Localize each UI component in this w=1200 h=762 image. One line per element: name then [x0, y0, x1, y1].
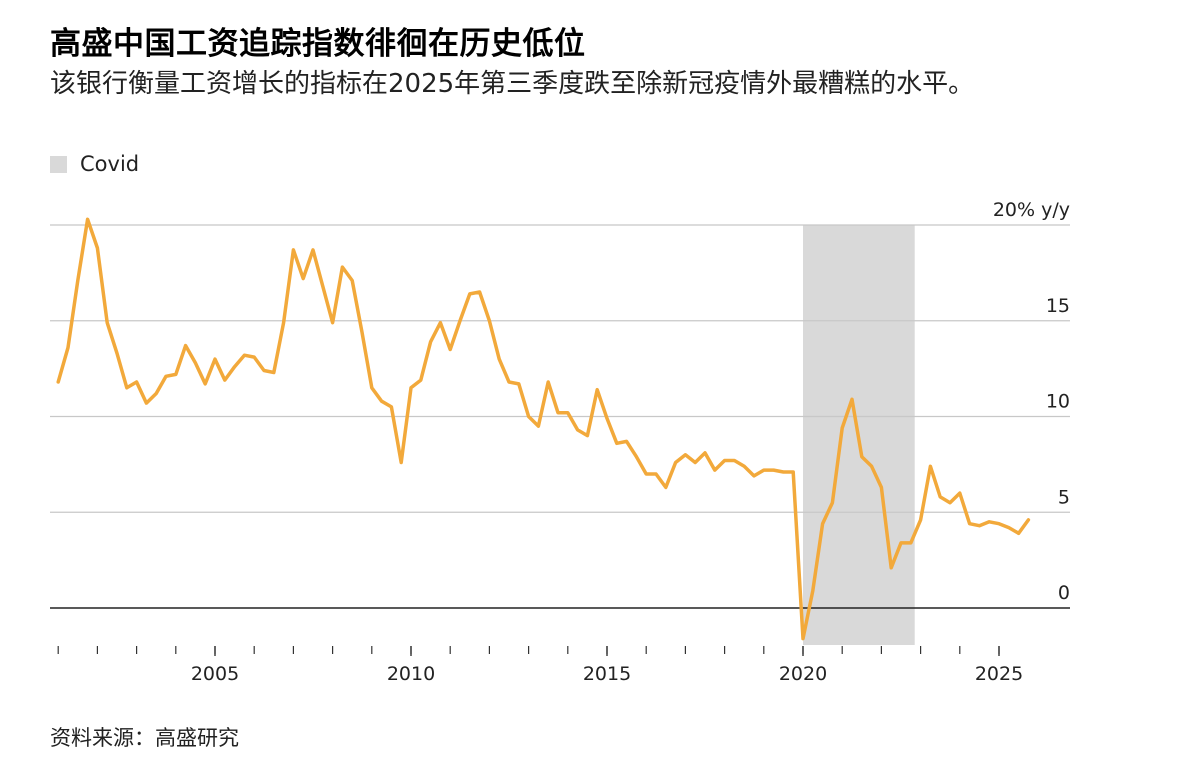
legend-label-covid: Covid: [80, 152, 140, 176]
y-tick-label: 15: [1046, 295, 1070, 317]
x-tick-label: 2010: [387, 663, 435, 685]
x-tick-label: 2020: [779, 663, 827, 685]
y-tick-label: 5: [1058, 486, 1070, 508]
legend: Covid: [50, 152, 139, 176]
source-note: 资料来源：高盛研究: [50, 726, 239, 750]
y-tick-label: 0: [1058, 582, 1070, 604]
x-tick-label: 2015: [583, 663, 631, 685]
x-tick-label: 2005: [191, 663, 239, 685]
legend-swatch-covid: [50, 155, 67, 173]
chart-title: 高盛中国工资追踪指数徘徊在历史低位: [50, 26, 586, 62]
chart-subtitle: 该银行衡量工资增长的指标在2025年第三季度跌至除新冠疫情外最糟糕的水平。: [50, 69, 975, 99]
series-line-wage-tracker: [56, 217, 1031, 641]
x-tick-label: 2025: [975, 663, 1023, 685]
y-tick-label: 20% y/y: [993, 199, 1070, 221]
y-tick-label: 10: [1046, 391, 1070, 413]
